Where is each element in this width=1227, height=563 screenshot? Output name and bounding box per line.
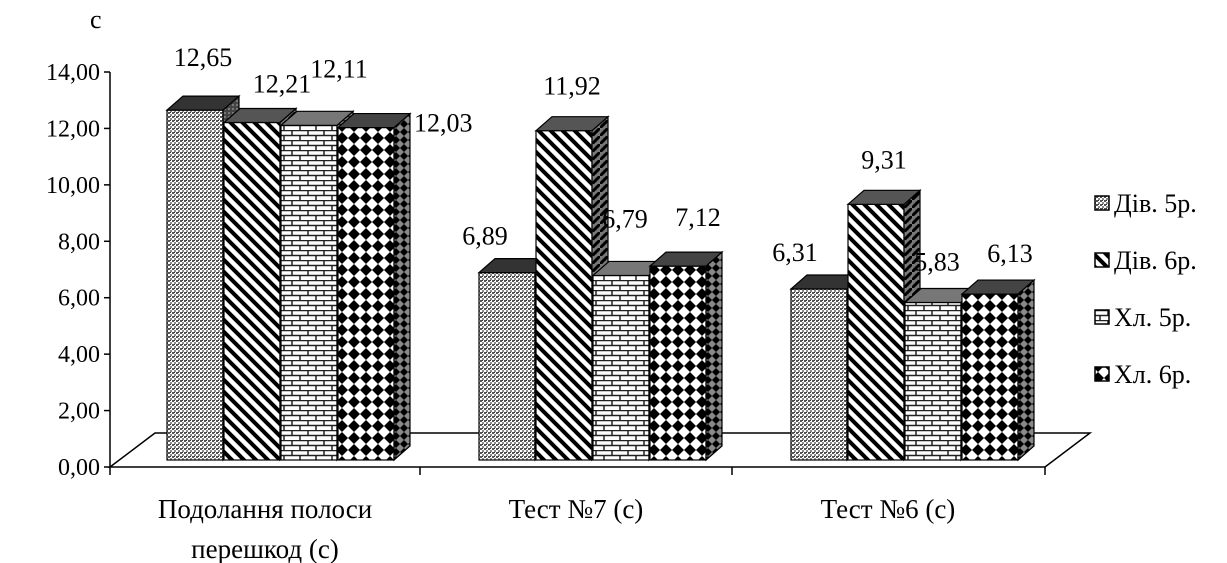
bar-front-face bbox=[961, 293, 1019, 461]
legend: Дів. 5р. Дів. 6р. Хл. 5р. Хл. 6р. bbox=[1094, 189, 1197, 389]
legend-item: Дів. 5р. bbox=[1094, 189, 1197, 218]
data-label: 6,31 bbox=[772, 238, 818, 267]
category-label: Подолання полоси bbox=[158, 494, 372, 524]
legend-label: Хл. 6р. bbox=[1114, 360, 1191, 389]
category-label: Тест №6 (с) bbox=[821, 494, 956, 524]
category-label: Тест №7 (с) bbox=[509, 494, 644, 524]
category-label: перешкод (с) bbox=[191, 534, 339, 563]
data-label: 12,21 bbox=[253, 70, 312, 99]
data-label: 12,03 bbox=[414, 109, 473, 138]
legend-label: Хл. 5р. bbox=[1114, 303, 1191, 332]
bar-front-face bbox=[535, 130, 593, 461]
bar-front-face bbox=[166, 109, 224, 461]
bar-top-face bbox=[279, 110, 355, 126]
floor-plane bbox=[107, 432, 1093, 468]
y-tick-label: 12,00 bbox=[46, 116, 100, 142]
legend-swatch bbox=[1094, 309, 1110, 325]
legend-item: Хл. 5р. bbox=[1094, 303, 1191, 332]
bar-side-face bbox=[1017, 278, 1035, 462]
legend-label: Дів. 5р. bbox=[1114, 189, 1197, 218]
bar-top-face bbox=[336, 112, 412, 129]
bar-top-face bbox=[534, 116, 610, 132]
bar-front-face bbox=[649, 265, 707, 461]
bar-side-face bbox=[705, 250, 723, 462]
y-tick-label: 14,00 bbox=[46, 60, 100, 86]
y-axis-unit-label: с bbox=[90, 5, 102, 34]
bar-front-face bbox=[478, 272, 536, 461]
legend-item: Хл. 6р. bbox=[1094, 360, 1191, 389]
legend-item: Дів. 6р. bbox=[1094, 246, 1197, 275]
data-label: 6,13 bbox=[987, 239, 1033, 268]
y-tick-label: 0,00 bbox=[58, 455, 100, 481]
bar-top-face bbox=[960, 279, 1036, 295]
data-label: 6,89 bbox=[462, 222, 508, 251]
bar bbox=[960, 278, 1036, 462]
bar bbox=[165, 94, 241, 462]
bar-front-face bbox=[223, 121, 281, 461]
y-axis-ticks: 0,00 2,00 4,00 6,00 8,00 10,00 12,00 14,00 bbox=[46, 60, 110, 481]
legend-swatch bbox=[1094, 195, 1110, 211]
legend-swatch bbox=[1094, 366, 1110, 382]
data-label: 12,11 bbox=[310, 54, 368, 83]
bars-group bbox=[165, 94, 1036, 462]
bar-top-face bbox=[846, 189, 922, 205]
bar-front-face bbox=[847, 203, 905, 461]
y-tick-label: 6,00 bbox=[58, 286, 100, 312]
bar-top-face bbox=[648, 251, 724, 267]
bar-top-face bbox=[165, 95, 241, 111]
bar-top-face bbox=[222, 107, 298, 124]
legend-label: Дів. 6р. bbox=[1114, 246, 1197, 275]
bar-front-face bbox=[280, 124, 338, 461]
data-label: 5,83 bbox=[914, 248, 960, 277]
bar-side-face bbox=[393, 112, 411, 462]
data-label: 12,65 bbox=[174, 43, 233, 72]
y-tick-label: 4,00 bbox=[58, 342, 100, 368]
legend-swatch bbox=[1094, 252, 1110, 268]
data-label: 11,92 bbox=[543, 72, 601, 101]
y-tick-label: 8,00 bbox=[58, 229, 100, 255]
data-label: 7,12 bbox=[675, 203, 721, 232]
y-tick-label: 10,00 bbox=[46, 173, 100, 199]
category-labels-group: Подолання полоси перешкод (с) Тест №7 (с) Т… bbox=[158, 494, 955, 563]
data-label: 6,79 bbox=[602, 204, 648, 233]
bar-front-face bbox=[592, 274, 650, 461]
bar-front-face bbox=[790, 288, 848, 461]
bar-front-face bbox=[904, 301, 962, 461]
axes bbox=[107, 72, 1093, 475]
y-tick-label: 2,00 bbox=[58, 399, 100, 425]
bar-front-face bbox=[337, 126, 395, 461]
bar bbox=[336, 112, 412, 462]
data-label: 9,31 bbox=[861, 145, 907, 174]
bar bbox=[648, 250, 724, 462]
